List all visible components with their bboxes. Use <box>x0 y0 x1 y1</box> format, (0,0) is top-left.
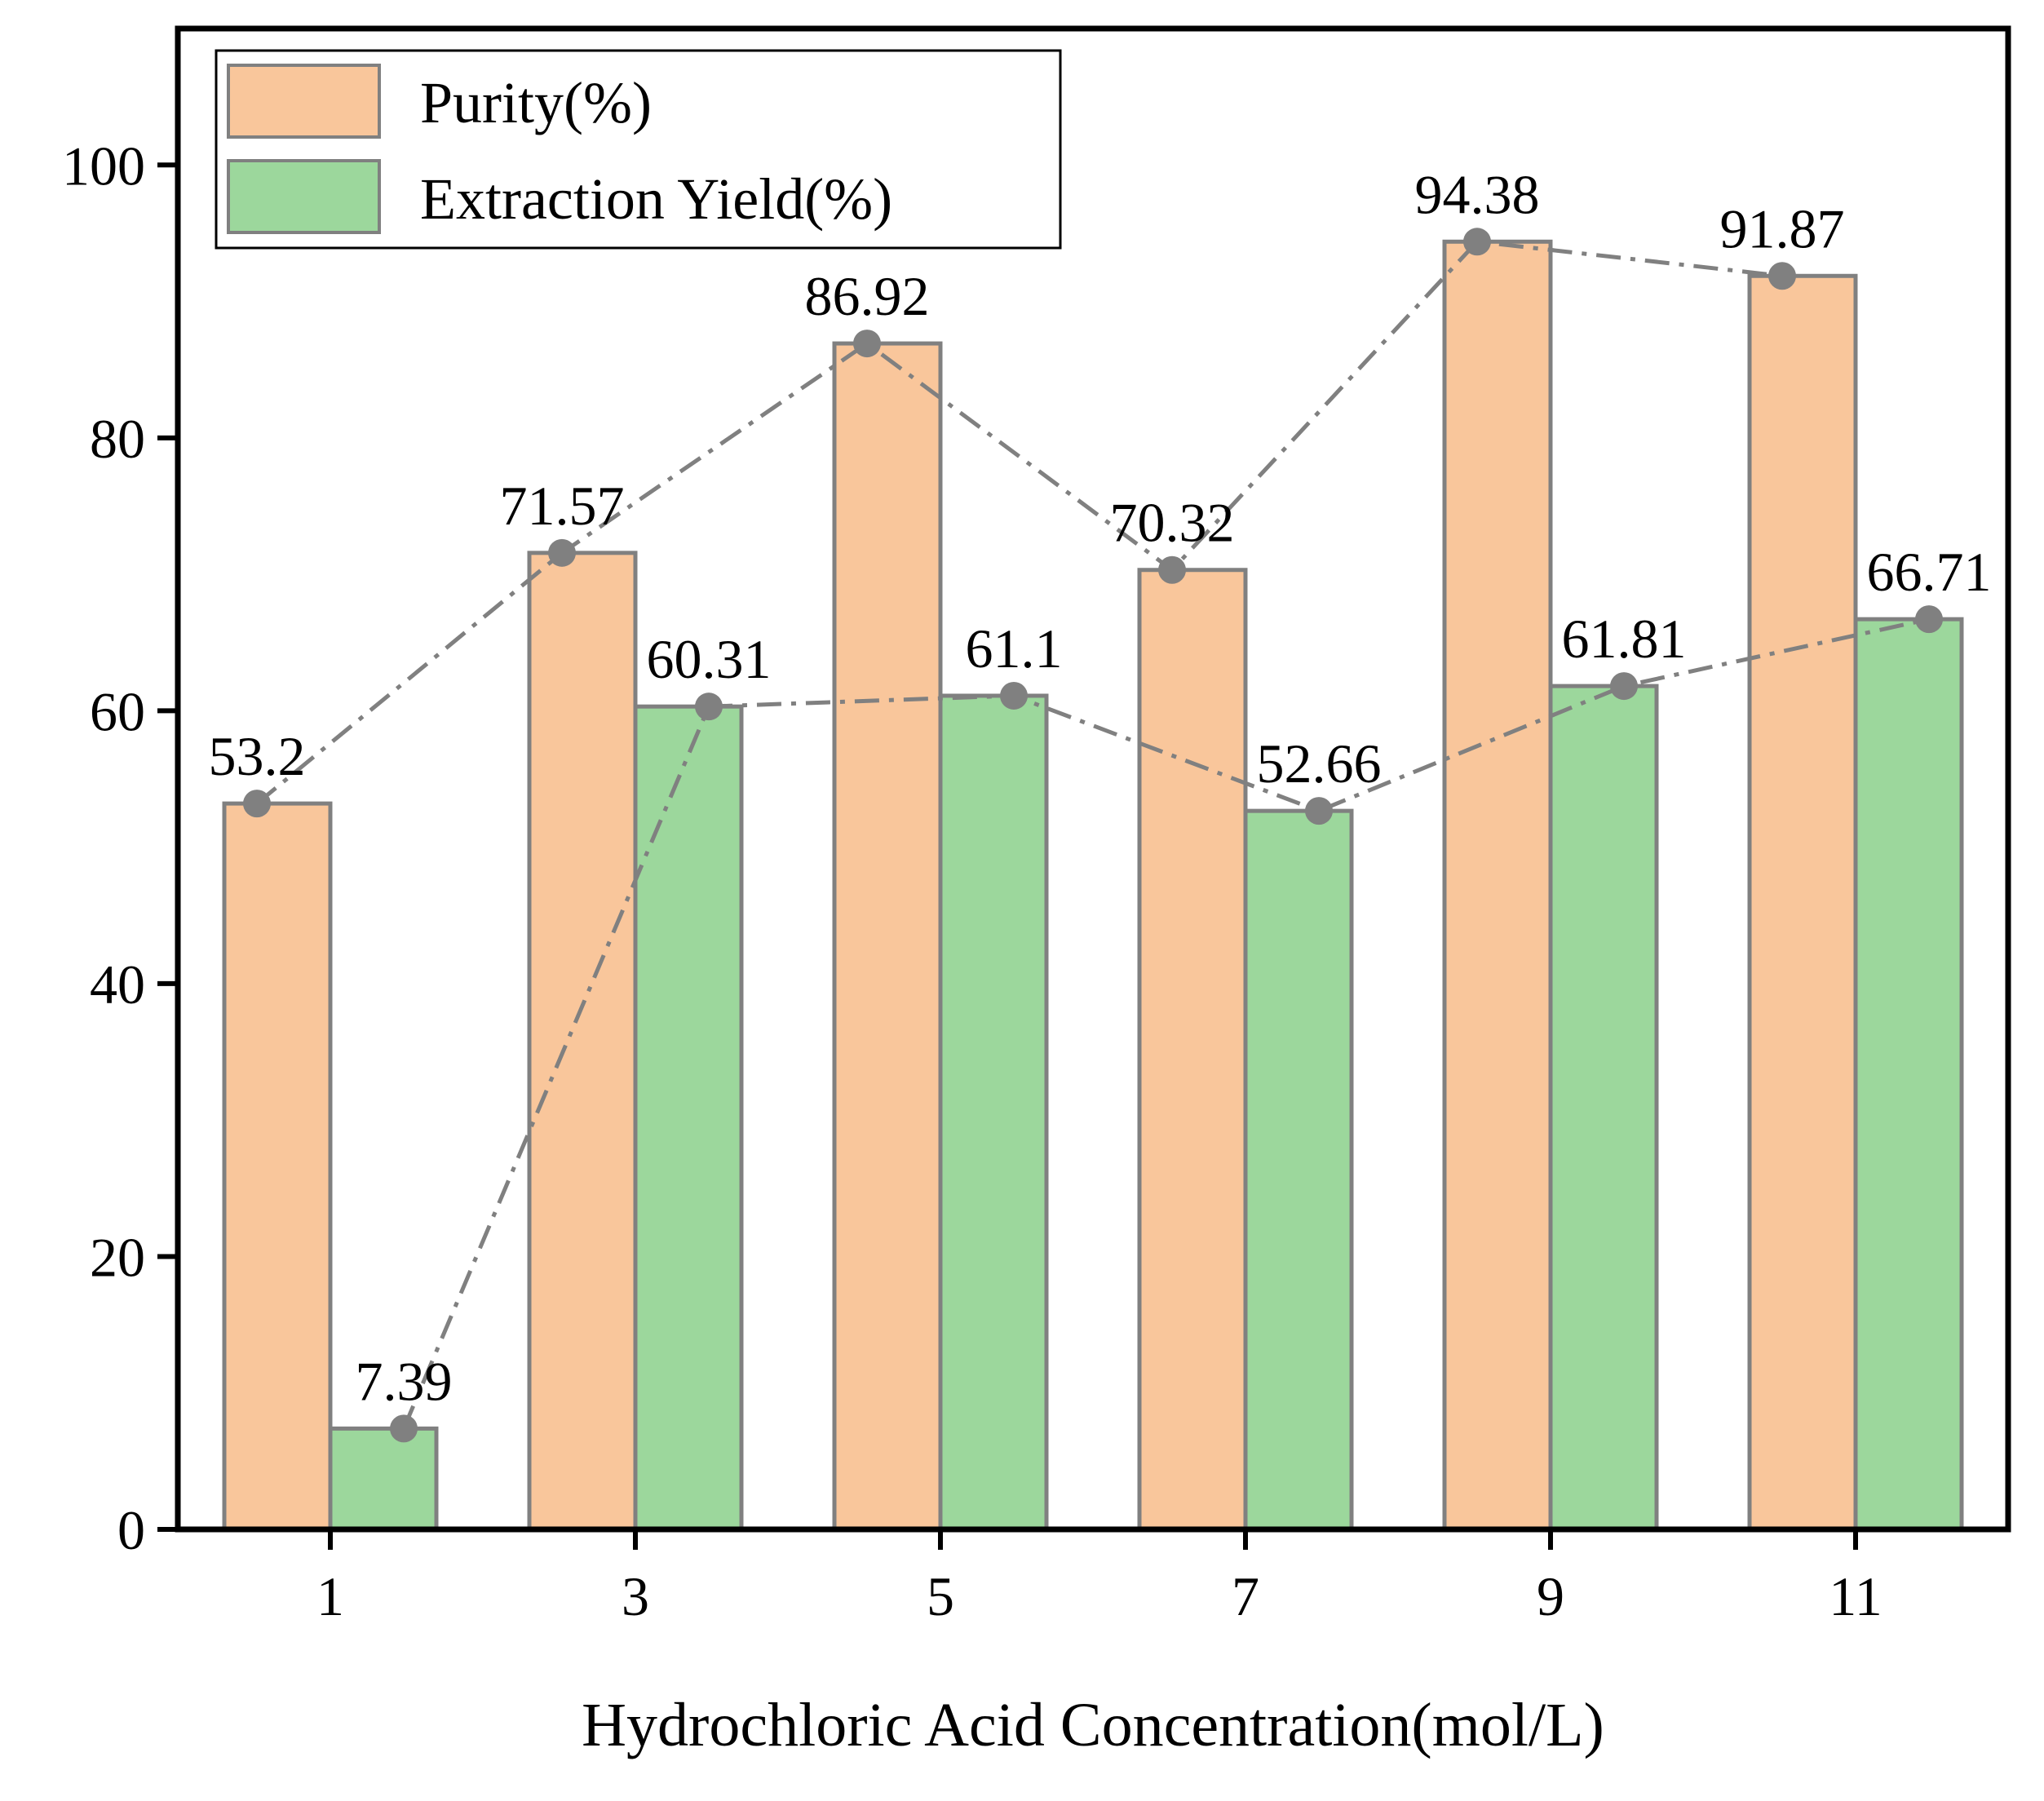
bar-extraction-yield-9 <box>1548 684 1659 1532</box>
legend: Purity(%) Extraction Yield(%) <box>215 49 1062 250</box>
marker-purity-7 <box>1158 555 1186 584</box>
bar-extraction-yield-5 <box>938 693 1049 1532</box>
legend-label-extraction-yield: Extraction Yield(%) <box>420 166 892 232</box>
marker-extraction-yield-5 <box>1000 681 1028 710</box>
marker-purity-9 <box>1463 228 1491 256</box>
axis-ticks-layer: 0 20 40 60 80 100 1 3 5 7 9 11 <box>62 135 1883 1627</box>
data-label-extraction-yield-7: 52.66 <box>1257 732 1382 794</box>
marker-purity-11 <box>1768 262 1796 290</box>
legend-swatch-extraction-yield <box>227 159 381 234</box>
bar-extraction-yield-1 <box>328 1426 439 1532</box>
data-label-purity-9: 94.38 <box>1415 163 1540 225</box>
x-tick-label-1: 1 <box>316 1565 344 1627</box>
marker-purity-5 <box>853 330 881 358</box>
marker-extraction-yield-7 <box>1305 797 1333 825</box>
y-tick-label-80: 80 <box>90 408 145 470</box>
marker-purity-3 <box>548 538 576 567</box>
data-label-purity-11: 91.87 <box>1720 197 1845 259</box>
bar-purity-11 <box>1747 273 1858 1532</box>
bar-purity-9 <box>1442 239 1553 1532</box>
bar-purity-1 <box>222 801 333 1532</box>
data-label-extraction-yield-3: 60.31 <box>647 628 772 690</box>
bar-purity-3 <box>527 551 638 1532</box>
y-tick-label-0: 0 <box>117 1499 145 1561</box>
trend-lines-layer <box>243 228 1943 1443</box>
y-tick-label-40: 40 <box>90 954 145 1016</box>
x-tick-label-5: 5 <box>927 1565 954 1627</box>
data-label-purity-3: 71.57 <box>500 475 625 537</box>
bar-purity-5 <box>832 341 943 1532</box>
data-label-purity-7: 70.32 <box>1110 492 1235 554</box>
marker-extraction-yield-11 <box>1915 605 1943 634</box>
trend-line-purity <box>255 239 1783 806</box>
marker-purity-1 <box>243 790 271 818</box>
legend-label-purity: Purity(%) <box>420 70 652 135</box>
y-tick-label-20: 20 <box>90 1226 145 1288</box>
data-label-extraction-yield-9: 61.81 <box>1562 608 1687 670</box>
x-axis-title: Hydrochloric Acid Concentration(mol/L) <box>582 1691 1604 1759</box>
data-label-purity-5: 86.92 <box>805 265 930 327</box>
x-tick-label-3: 3 <box>622 1565 649 1627</box>
bars-layer <box>222 239 1964 1532</box>
x-tick-label-11: 11 <box>1829 1565 1882 1627</box>
bar-extraction-yield-11 <box>1853 617 1964 1532</box>
data-label-extraction-yield-1: 7.39 <box>356 1350 453 1412</box>
bar-extraction-yield-7 <box>1243 808 1354 1532</box>
bar-purity-7 <box>1137 568 1248 1532</box>
data-label-extraction-yield-11: 66.71 <box>1867 541 1992 603</box>
marker-extraction-yield-9 <box>1610 672 1638 701</box>
bar-extraction-yield-3 <box>633 704 744 1532</box>
marker-extraction-yield-1 <box>390 1414 418 1443</box>
data-labels-layer: 53.2 71.57 86.92 70.32 94.38 91.87 7.39 60.31 61… <box>209 163 1992 1412</box>
data-label-purity-1: 53.2 <box>209 725 306 787</box>
y-tick-label-60: 60 <box>90 680 145 742</box>
x-tick-label-7: 7 <box>1232 1565 1259 1627</box>
x-tick-label-9: 9 <box>1537 1565 1564 1627</box>
plot-frame <box>175 25 2011 1533</box>
y-tick-label-100: 100 <box>62 135 145 197</box>
legend-swatch-purity <box>227 64 381 139</box>
data-label-extraction-yield-5: 61.1 <box>966 617 1063 679</box>
marker-extraction-yield-3 <box>695 693 723 721</box>
trend-line-extraction-yield <box>401 617 1930 1430</box>
